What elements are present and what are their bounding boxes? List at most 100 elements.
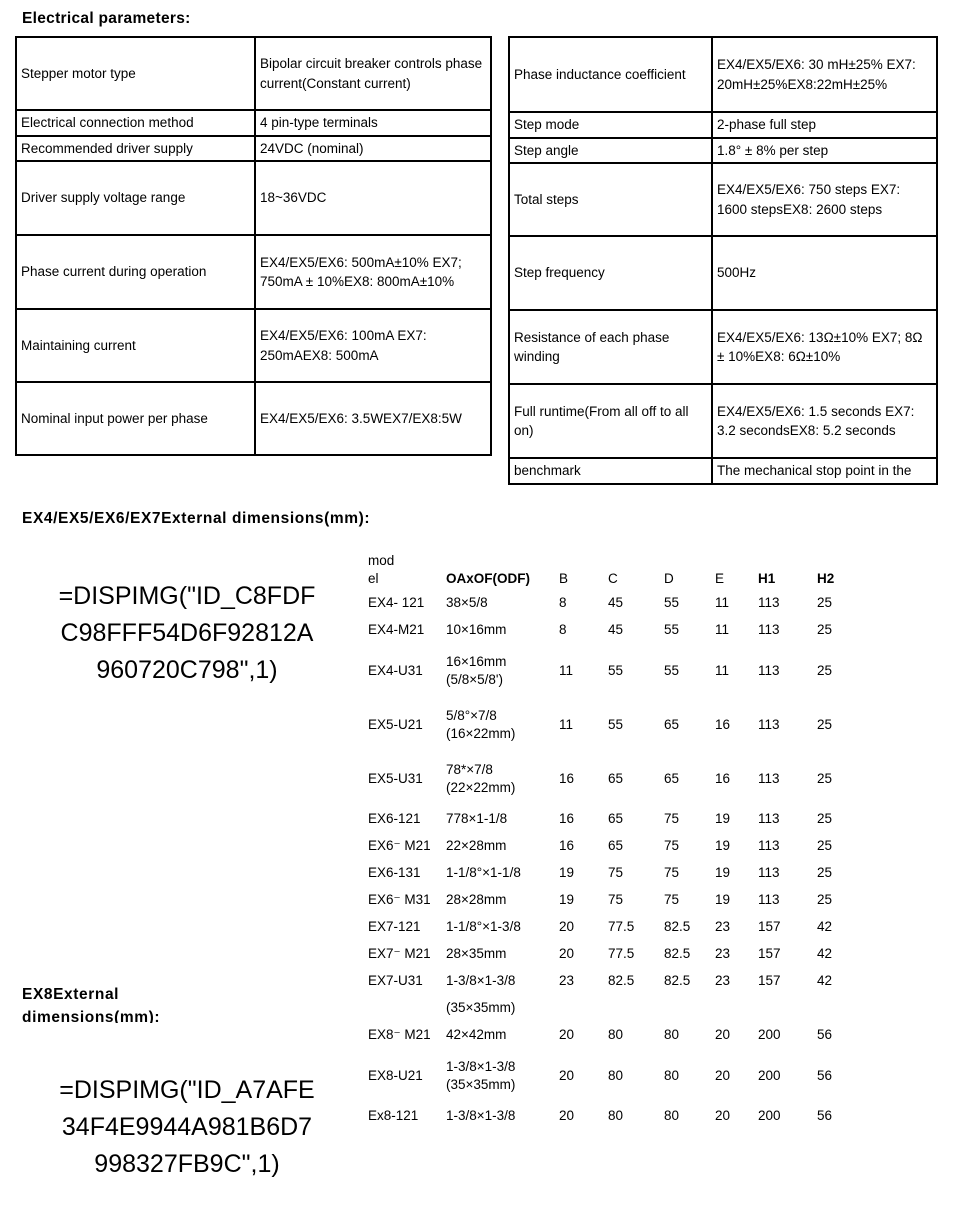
dim-d: 75: [664, 811, 680, 827]
dim-model: EX5-U31: [368, 770, 423, 786]
dim-size: 78*×7/8 (22×22mm): [446, 761, 516, 795]
param-label: Recommended driver supply: [15, 134, 256, 163]
param-value: 24VDC (nominal): [254, 134, 492, 163]
electrical-parameters-table-right: Phase inductance coefficient EX4/EX5/EX6:…: [508, 36, 938, 485]
param-label: Driver supply voltage range: [15, 160, 256, 237]
param-label: benchmark: [508, 457, 713, 485]
dimensions-table-rows: EX4- 121 38×5/8 8 45 55 11 113 25 EX4-M21 10×16mm…: [368, 590, 888, 1130]
dispimg-formula-2: =DISPIMG("ID_A7AFE 34F4E9944A981B6D7 998…: [59, 1076, 315, 1178]
dim-b: 20: [559, 1027, 575, 1043]
dim-b: 16: [559, 811, 575, 827]
dim-e: 19: [715, 811, 731, 827]
dim-d: 80: [664, 1027, 680, 1043]
dim-row: EX4- 121 38×5/8 8 45 55 11 113 25: [368, 590, 888, 617]
dim-h1: 113: [758, 595, 780, 611]
param-value: EX4/EX5/EX6: 30 mH±25% EX7: 20mH±25%EX8:…: [711, 36, 938, 113]
dim-c: 55: [608, 662, 624, 678]
dim-h1: 157: [758, 973, 781, 989]
dim-model: EX8⁻ M21: [368, 1027, 431, 1043]
dim-model: EX4-U31: [368, 662, 423, 678]
dim-c: 65: [608, 838, 624, 854]
dim-model: EX6⁻ M21: [368, 838, 431, 854]
param-label: Step frequency: [508, 235, 713, 312]
dim-c: 45: [608, 622, 624, 638]
dim-model: EX6-131: [368, 865, 421, 881]
param-label: Maintaining current: [15, 308, 256, 384]
dim-model: EX7⁻ M21: [368, 946, 431, 962]
dim-b: 20: [559, 1067, 575, 1083]
dim-h1: 113: [758, 770, 780, 786]
dim-b: 11: [559, 662, 574, 678]
dim-row: Ex8-121 1-3/8×1-3/8 20 80 80 20 200 56: [368, 1103, 888, 1130]
dim-b: 23: [559, 973, 575, 989]
dim-h2: 25: [817, 662, 833, 678]
dispimg-formula-1: =DISPIMG("ID_C8FDF C98FFF54D6F92812A 960…: [58, 582, 316, 684]
dim-size: 10×16mm: [446, 622, 507, 638]
dim-e: 20: [715, 1108, 731, 1124]
dim-e: 23: [715, 973, 731, 989]
param-label: Nominal input power per phase: [15, 381, 256, 457]
param-row: benchmark The mechanical stop point in th…: [508, 457, 938, 485]
param-row: Resistance of each phase winding EX4/EX5/…: [508, 309, 938, 386]
dim-b: 19: [559, 892, 575, 908]
dimensions-table: mod el OAxOF(ODF) B C D E H1 H2 EX4- 121…: [368, 548, 888, 1130]
dim-e: 11: [715, 595, 730, 611]
dim-d: 80: [664, 1067, 680, 1083]
param-row: Step mode 2-phase full step: [508, 111, 938, 139]
dim-c: 65: [608, 770, 624, 786]
header-h2: H2: [817, 570, 835, 586]
param-row: Electrical connection method 4 pin-type t…: [15, 109, 492, 137]
dim-e: 20: [715, 1027, 731, 1043]
dim-e: 11: [715, 622, 730, 638]
dim-row: EX5-U21 5/8°×7/8 (16×22mm) 11 55 65 16 113 25: [368, 698, 888, 752]
dim-model: EX4-M21: [368, 622, 425, 638]
param-value: EX4/EX5/EX6: 1.5 seconds EX7: 3.2 second…: [711, 383, 938, 460]
dim-d: 82.5: [664, 919, 691, 935]
ex8-dimensions-heading: EX8External dimensions(mm):: [22, 986, 161, 1023]
left-table-body: Stepper motor type Bipolar circuit breake…: [15, 36, 492, 457]
dim-c: 65: [608, 811, 624, 827]
param-label: Step angle: [508, 136, 713, 165]
dim-e: 19: [715, 865, 731, 881]
dim-h1: 113: [758, 811, 780, 827]
dim-h2: 42: [817, 973, 833, 989]
ex4567-dimensions-heading: EX4/EX5/EX6/EX7External dimensions(mm):: [22, 510, 371, 527]
dim-size: 1-1/8°×1-3/8: [446, 919, 521, 935]
dim-model: EX6-121: [368, 811, 421, 827]
param-label: Phase inductance coefficient: [508, 36, 713, 113]
dim-e: 20: [715, 1067, 731, 1083]
dim-h2: 56: [817, 1027, 833, 1043]
dim-c: 75: [608, 865, 624, 881]
dim-h2: 25: [817, 716, 833, 732]
dim-row: EX6-121 778×1-1/8 16 65 75 19 113 25: [368, 806, 888, 833]
dim-c: 75: [608, 892, 624, 908]
dim-d: 82.5: [664, 946, 691, 962]
dim-h2: 42: [817, 919, 833, 935]
param-label: Step mode: [508, 111, 713, 139]
dim-e: 23: [715, 919, 731, 935]
dim-e: 19: [715, 892, 731, 908]
dim-d: 82.5: [664, 973, 691, 989]
dim-d: 55: [664, 662, 680, 678]
dim-h1: 113: [758, 716, 780, 732]
param-value: 500Hz: [711, 235, 938, 312]
dim-h2: 25: [817, 622, 833, 638]
header-model: mod el: [368, 552, 395, 586]
dim-h1: 113: [758, 838, 780, 854]
dim-d: 75: [664, 838, 680, 854]
dim-size: 42×42mm: [446, 1027, 507, 1043]
param-value: 2-phase full step: [711, 111, 938, 139]
param-row: Recommended driver supply 24VDC (nominal): [15, 134, 492, 163]
param-row: Phase current during operation EX4/EX5/EX…: [15, 234, 492, 311]
dim-size: (35×35mm): [446, 1000, 516, 1016]
dim-h1: 200: [758, 1067, 781, 1083]
dim-model: EX7-U31: [368, 973, 423, 989]
dim-row: EX6⁻ M31 28×28mm 19 75 75 19 113 25: [368, 887, 888, 914]
param-value: EX4/EX5/EX6: 750 steps EX7: 1600 stepsEX…: [711, 162, 938, 238]
dim-size: 1-3/8×1-3/8: [446, 973, 516, 989]
dim-row: EX6⁻ M21 22×28mm 16 65 75 19 113 25: [368, 833, 888, 860]
dim-d: 55: [664, 622, 680, 638]
dim-b: 20: [559, 919, 575, 935]
dim-b: 8: [559, 622, 567, 638]
dim-b: 8: [559, 595, 567, 611]
